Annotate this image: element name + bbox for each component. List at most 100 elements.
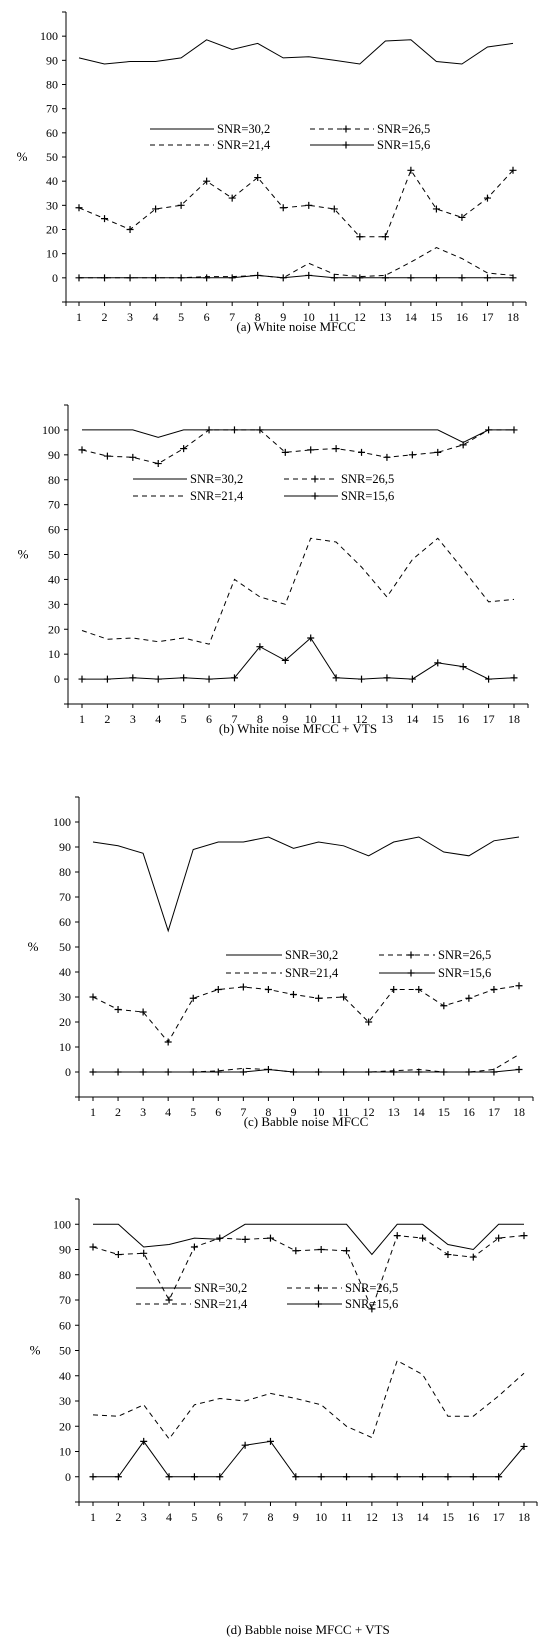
data-point	[289, 991, 297, 998]
data-point	[317, 1473, 325, 1481]
data-point	[239, 1068, 247, 1076]
x-tick-label: 8	[257, 712, 263, 726]
data-point	[190, 1243, 198, 1251]
x-tick-label: 1	[79, 712, 85, 726]
data-point	[101, 274, 109, 282]
x-tick-label: 11	[330, 712, 342, 726]
data-point	[139, 1008, 147, 1016]
data-point	[383, 453, 391, 461]
data-point	[340, 993, 348, 1001]
x-tick-label: 6	[204, 310, 210, 324]
y-tick-label: 70	[59, 1293, 71, 1307]
data-point	[305, 201, 313, 209]
x-tick-label: 13	[388, 1105, 400, 1119]
y-tick-label: 100	[40, 29, 58, 43]
x-tick-label: 7	[231, 712, 237, 726]
data-point	[332, 445, 340, 453]
data-point	[140, 1249, 148, 1257]
series-line-2	[92, 985, 520, 1043]
y-tick-label: 60	[46, 126, 58, 140]
x-tick-label: 18	[507, 310, 519, 324]
x-tick-label: 15	[438, 1105, 450, 1119]
y-tick-label: 90	[48, 448, 60, 462]
legend-label: SNR=15,6	[345, 1297, 398, 1311]
x-tick-label: 18	[513, 1105, 525, 1119]
series-line-3	[81, 537, 515, 645]
data-point	[520, 1232, 528, 1240]
data-point	[152, 274, 160, 282]
data-point	[114, 1251, 122, 1259]
y-axis-label: %	[28, 939, 39, 954]
data-point	[177, 201, 185, 209]
x-tick-label: 6	[217, 1510, 223, 1524]
data-point	[515, 982, 523, 990]
y-tick-label: 50	[48, 548, 60, 562]
series-line-4	[79, 274, 513, 279]
x-tick-label: 9	[290, 1105, 296, 1119]
y-tick-label: 0	[54, 672, 60, 686]
data-point	[444, 1251, 452, 1259]
legend-label: SNR=21,4	[194, 1297, 248, 1311]
data-point	[307, 446, 315, 454]
x-tick-label: 2	[115, 1510, 121, 1524]
x-tick-label: 12	[366, 1510, 378, 1524]
chart-caption: (b) White noise MFCC + VTS	[219, 721, 377, 736]
y-tick-label: 60	[59, 915, 71, 929]
legend-label: SNR=15,6	[341, 489, 394, 503]
data-point	[495, 1473, 503, 1481]
data-point	[440, 1002, 448, 1010]
y-tick-label: 60	[48, 523, 60, 537]
series-line-1	[92, 836, 520, 933]
x-tick-label: 1	[76, 310, 82, 324]
x-tick-label: 1	[90, 1510, 96, 1524]
y-tick-label: 30	[59, 1394, 71, 1408]
data-point	[317, 1246, 325, 1253]
y-tick-label: 20	[46, 223, 58, 237]
data-point	[315, 994, 323, 1002]
data-point	[75, 204, 83, 212]
data-point	[356, 274, 364, 282]
y-tick-label: 100	[53, 1217, 71, 1231]
y-tick-label: 10	[46, 247, 58, 261]
y-tick-label: 90	[59, 1243, 71, 1257]
y-tick-label: 30	[48, 597, 60, 611]
data-point	[189, 1068, 197, 1076]
legend-label: SNR=30,2	[217, 122, 270, 136]
x-tick-label: 12	[363, 1105, 375, 1119]
y-tick-label: 10	[59, 1445, 71, 1459]
x-tick-label: 9	[293, 1510, 299, 1524]
y-tick-label: 50	[59, 1344, 71, 1358]
data-point	[510, 674, 518, 682]
legend-marker	[311, 492, 319, 500]
x-tick-label: 10	[305, 712, 317, 726]
chart-caption: (a) White noise MFCC	[236, 319, 355, 334]
x-tick-label: 14	[405, 310, 417, 324]
data-point	[332, 674, 340, 682]
x-tick-label: 13	[391, 1510, 403, 1524]
data-point	[129, 453, 137, 461]
data-point	[485, 426, 493, 434]
x-tick-label: 14	[417, 1510, 429, 1524]
data-point	[254, 174, 262, 182]
data-point	[465, 1068, 473, 1076]
data-point	[330, 274, 338, 282]
data-point	[343, 1247, 351, 1255]
data-point	[264, 1066, 272, 1073]
x-tick-label: 3	[127, 310, 133, 324]
y-tick-label: 80	[59, 865, 71, 879]
x-tick-label: 12	[354, 310, 366, 324]
y-tick-label: 20	[59, 1015, 71, 1029]
data-point	[279, 274, 287, 282]
legend-label: SNR=30,2	[190, 472, 243, 486]
x-tick-label: 14	[406, 712, 418, 726]
x-tick-label: 7	[240, 1105, 246, 1119]
legend-label: SNR=21,4	[217, 138, 271, 152]
data-point	[458, 213, 466, 221]
x-tick-label: 3	[130, 712, 136, 726]
y-tick-label: 70	[59, 890, 71, 904]
data-point	[101, 215, 109, 223]
data-point	[393, 1473, 401, 1481]
data-point	[520, 1442, 528, 1450]
